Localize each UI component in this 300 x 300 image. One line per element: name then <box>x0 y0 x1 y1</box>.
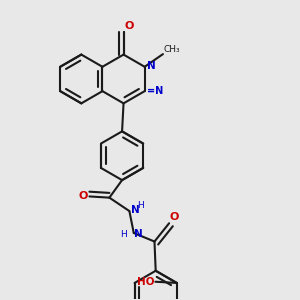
Text: HO: HO <box>137 277 154 287</box>
Text: =N: =N <box>147 86 163 96</box>
Text: N: N <box>130 205 139 214</box>
Text: H: H <box>137 201 144 210</box>
Text: O: O <box>170 212 179 222</box>
Text: N: N <box>147 61 155 71</box>
Text: N: N <box>134 229 143 239</box>
Text: O: O <box>124 21 134 31</box>
Text: H: H <box>121 230 127 239</box>
Text: O: O <box>79 191 88 201</box>
Text: CH₃: CH₃ <box>164 44 181 53</box>
